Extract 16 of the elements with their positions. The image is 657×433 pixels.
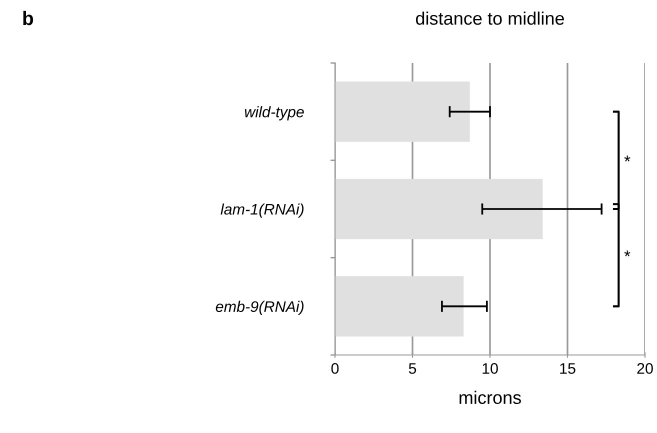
x-tick-label: 15 [560,363,576,374]
annotation: * [624,250,630,256]
annotation: * [624,156,630,162]
text: b [23,10,34,26]
x-tick-label: 5 [408,363,416,374]
y-tick-label: lam-1(RNAi) [220,203,304,218]
x-tick-label: 10 [482,363,498,374]
y-tick-label: wild-type [244,106,304,120]
y-tick-label: emb-9(RNAi) [216,300,304,316]
x-axis-title: microns [460,390,521,404]
chart-title: distance to midline [416,12,564,25]
bar [335,276,464,337]
bar [335,81,470,142]
x-tick-label: 20 [637,363,653,374]
bar [335,178,543,240]
x-tick-label: 0 [331,363,339,374]
